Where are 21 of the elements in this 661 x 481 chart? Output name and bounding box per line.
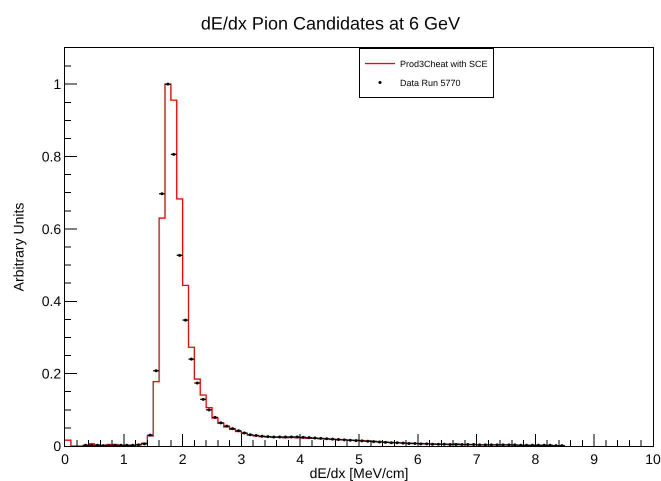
x-tick-label: 9 [590,450,598,467]
x-tick-label: 2 [178,450,187,467]
chart-title: dE/dx Pion Candidates at 6 GeV [200,13,460,34]
x-tick-label: 3 [238,450,246,467]
x-tick-label: 7 [472,450,481,467]
y-tick-label: 0.8 [42,148,62,164]
y-tick-label: 1 [53,76,62,92]
x-tick-label: 8 [532,450,540,467]
x-axis-title: dE/dx [MeV/cm] [310,465,408,481]
x-tick-label: 10 [645,450,661,467]
legend-label: Prod3Cheat with SCE [400,59,488,70]
x-tick-label: 1 [120,450,128,467]
y-tick-label: 0 [53,438,62,454]
y-tick-label: 0.6 [42,220,62,237]
x-tick-label: 4 [296,450,304,467]
y-axis-title: Arbitrary Units [10,202,26,292]
x-tick-label: 5 [355,450,364,467]
y-tick-label: 0.4 [42,293,62,310]
y-tick-label: 0.2 [42,366,62,382]
x-tick-label: 6 [414,450,422,467]
legend-label: Data Run 5770 [400,78,461,88]
